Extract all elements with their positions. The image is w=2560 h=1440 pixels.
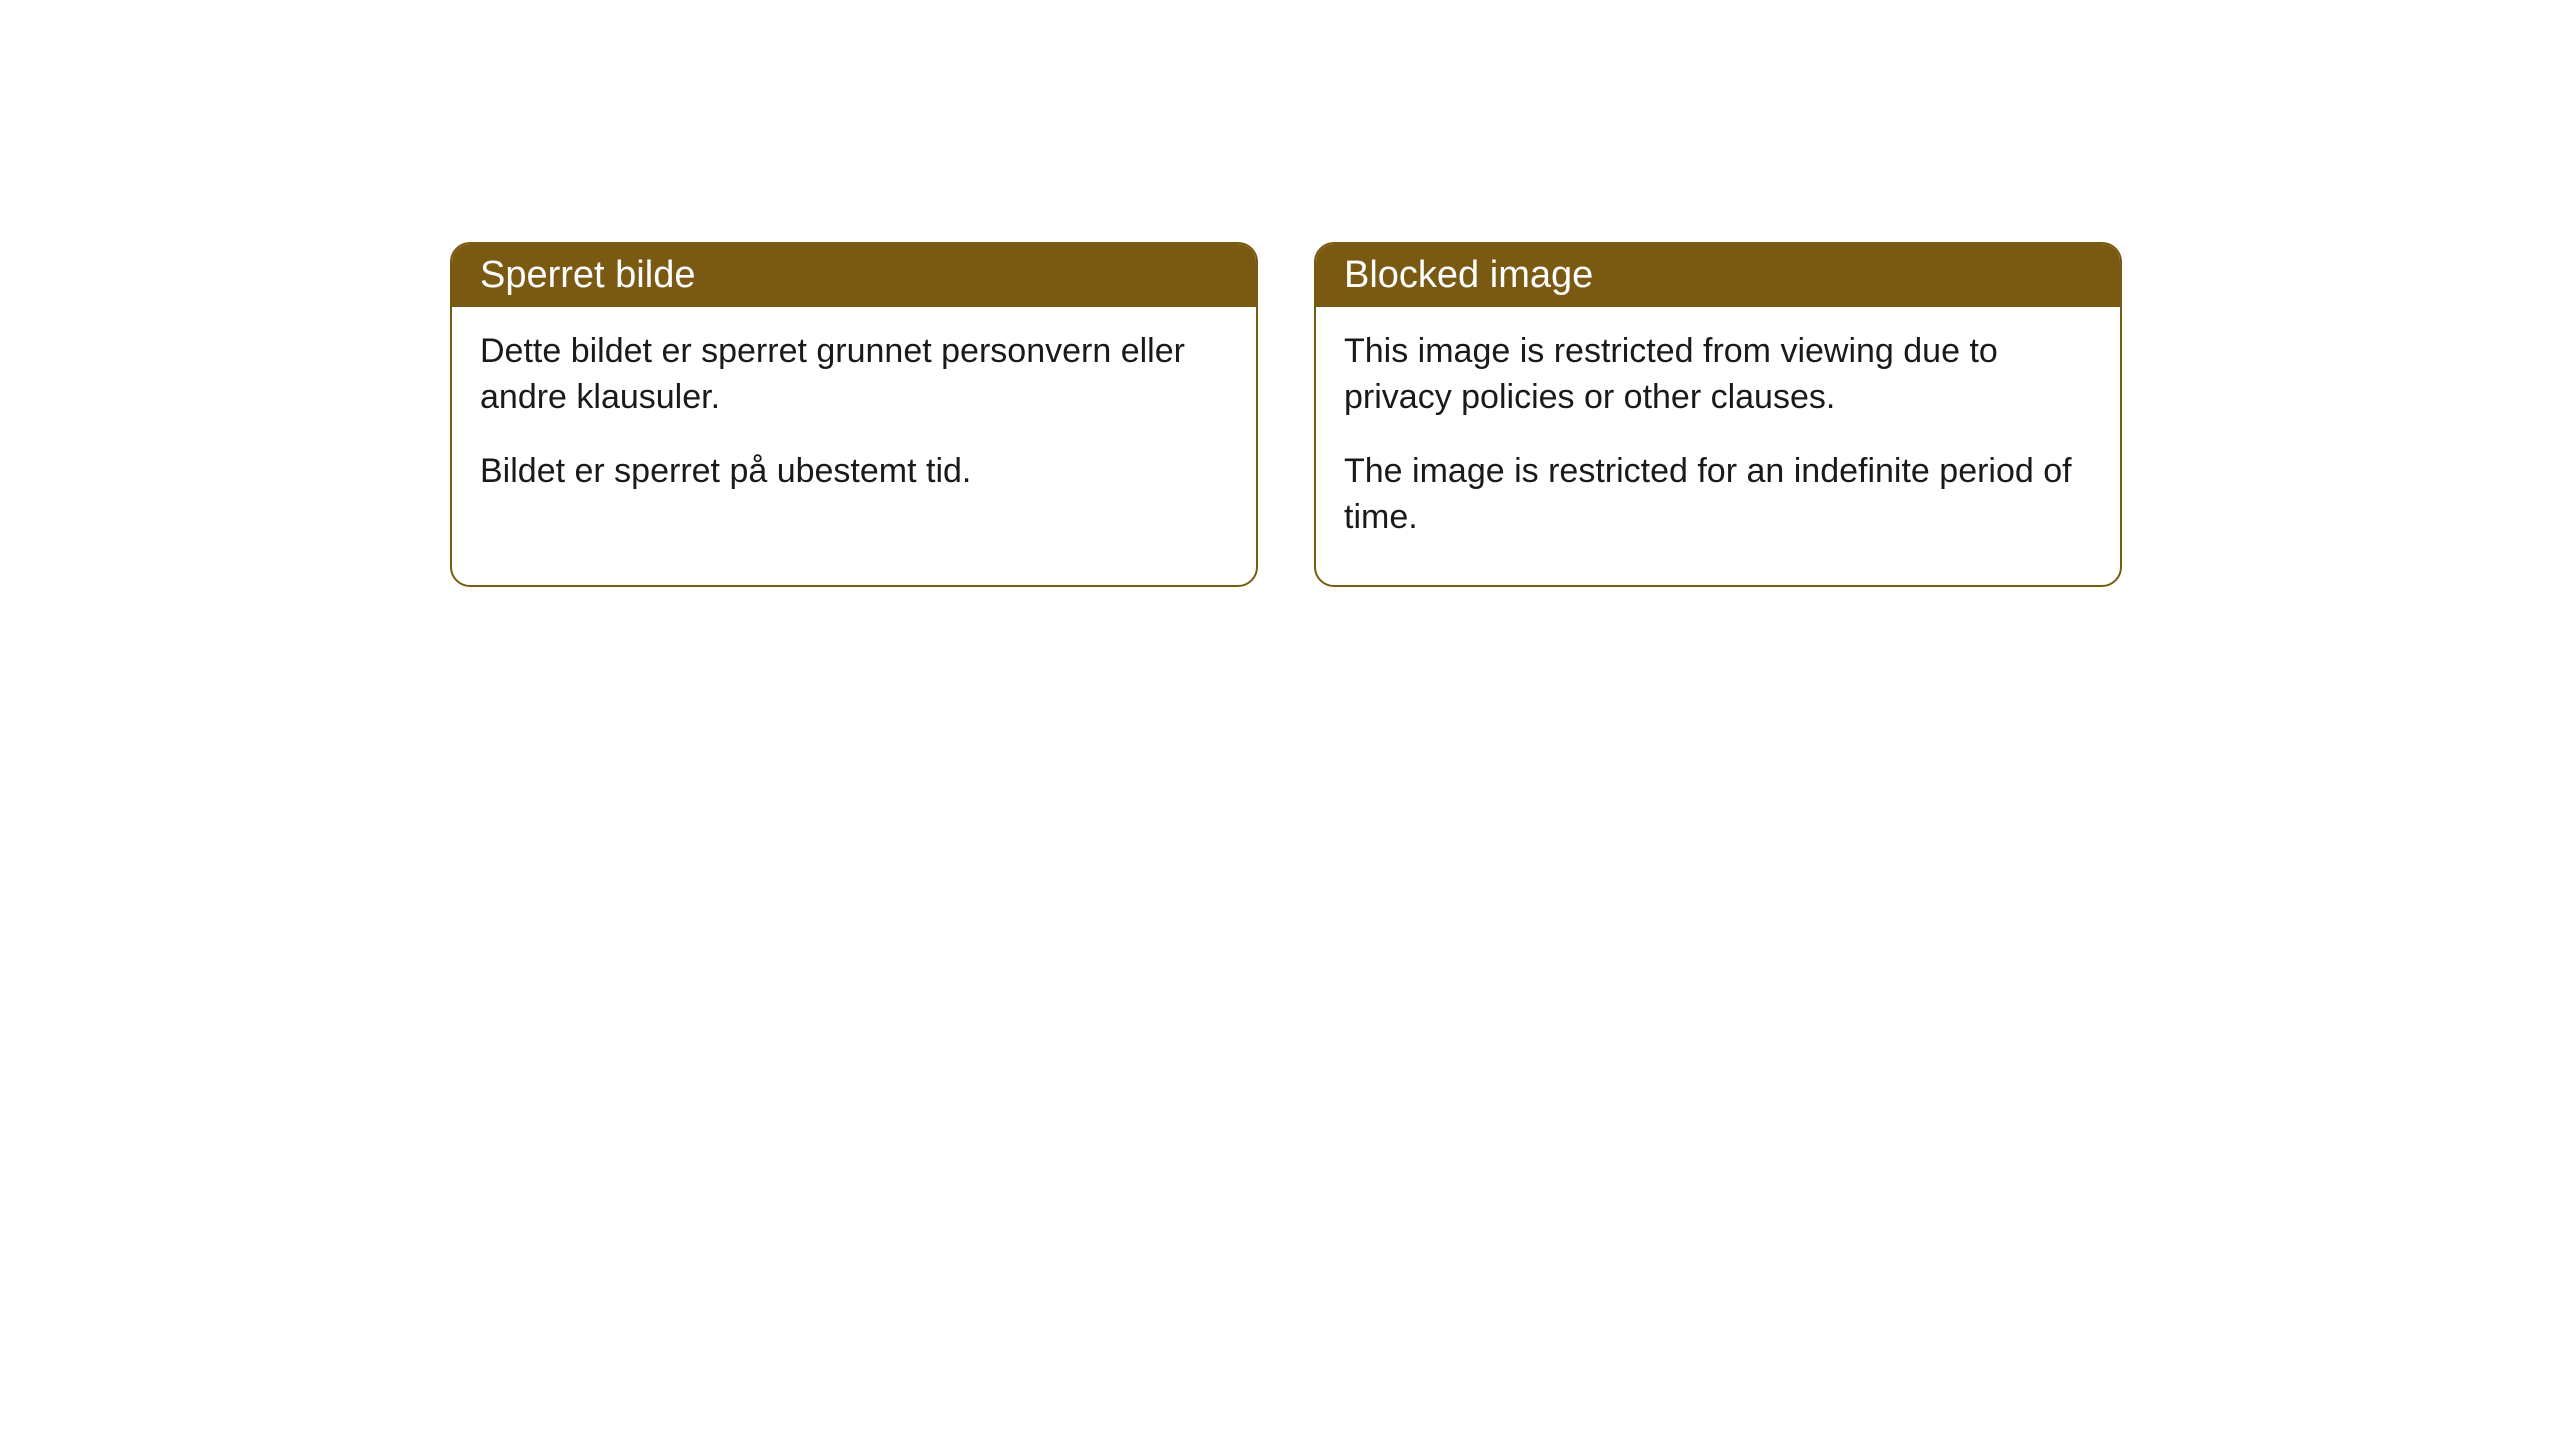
card-body: Dette bildet er sperret grunnet personve… [452, 307, 1256, 539]
card-paragraph: Bildet er sperret på ubestemt tid. [480, 449, 1228, 495]
card-paragraph: The image is restricted for an indefinit… [1344, 449, 2092, 541]
notice-cards-container: Sperret bilde Dette bildet er sperret gr… [450, 242, 2122, 587]
card-paragraph: This image is restricted from viewing du… [1344, 329, 2092, 421]
card-title: Blocked image [1344, 254, 1593, 296]
card-title: Sperret bilde [480, 254, 695, 296]
card-paragraph: Dette bildet er sperret grunnet personve… [480, 329, 1228, 421]
card-header: Blocked image [1316, 244, 2120, 307]
notice-card-english: Blocked image This image is restricted f… [1314, 242, 2122, 587]
card-header: Sperret bilde [452, 244, 1256, 307]
card-body: This image is restricted from viewing du… [1316, 307, 2120, 585]
notice-card-norwegian: Sperret bilde Dette bildet er sperret gr… [450, 242, 1258, 587]
